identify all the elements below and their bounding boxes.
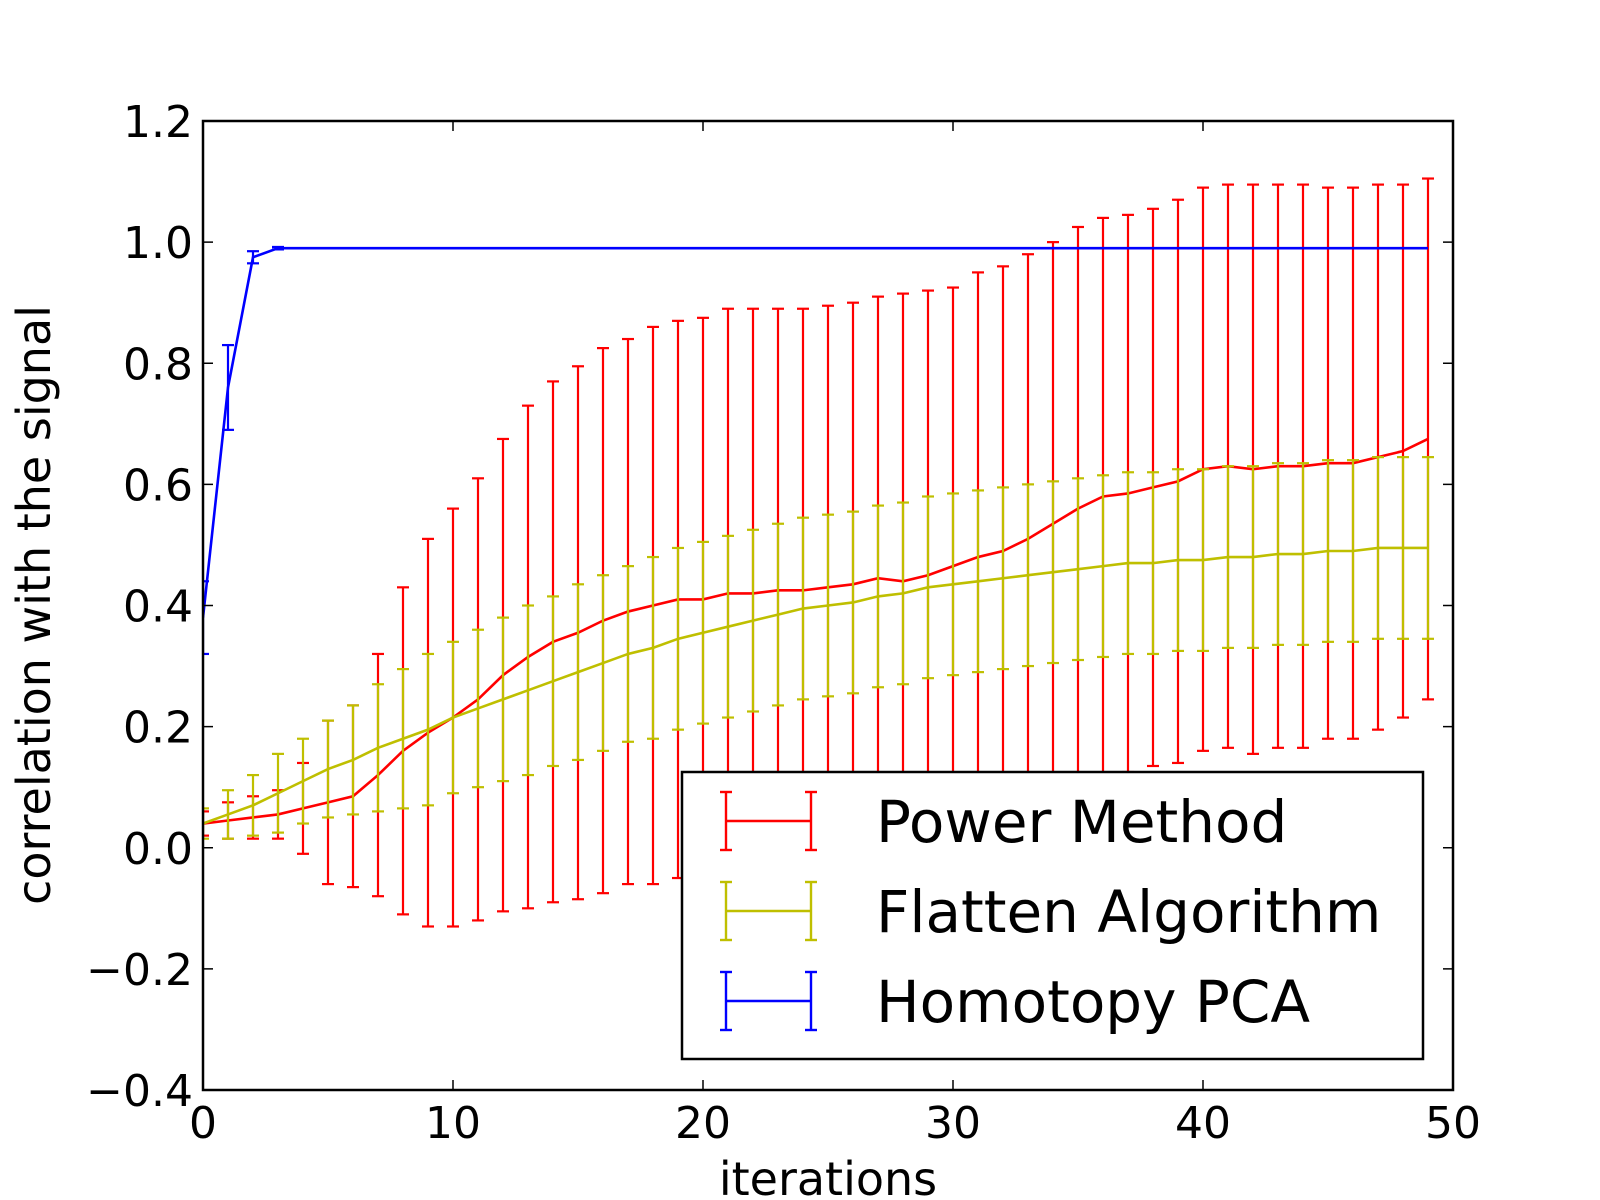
legend-label: Flatten Algorithm — [876, 878, 1381, 946]
y-tick-label: 1.0 — [123, 218, 193, 269]
x-tick-label: 20 — [675, 1098, 731, 1149]
legend-entry: Homotopy PCA — [720, 968, 1310, 1036]
x-tick-label: 0 — [189, 1098, 217, 1149]
y-tick-label: 0.0 — [123, 824, 193, 875]
legend-entry: Flatten Algorithm — [720, 878, 1381, 946]
x-tick-label: 30 — [925, 1098, 981, 1149]
series-line — [203, 437, 1429, 825]
y-tick-label: −0.2 — [86, 945, 193, 996]
y-axis-title: correlation with the signal — [7, 305, 61, 905]
x-tick-label: 50 — [1425, 1098, 1481, 1149]
series-line — [203, 246, 1428, 618]
y-tick-label: 1.2 — [123, 97, 193, 148]
y-tick-label: 0.2 — [123, 703, 193, 754]
series-layer — [203, 177, 1434, 928]
series-2 — [203, 245, 1428, 656]
ticks-layer: 0 10 20 30 40 50 −0.4 −0.2 0.0 0.2 0.4 0.6 0.8 1.0 1.2 — [86, 97, 1481, 1149]
x-tick-label: 40 — [1175, 1098, 1231, 1149]
legend-label: Power Method — [876, 788, 1287, 856]
legend-entry: Power Method — [720, 788, 1287, 856]
legend-label: Homotopy PCA — [876, 968, 1310, 1036]
y-tick-label: 0.6 — [123, 460, 193, 511]
x-tick-label: 10 — [425, 1098, 481, 1149]
y-tick-label: 0.4 — [123, 582, 193, 633]
x-axis-title: iterations — [719, 1152, 937, 1200]
legend: Power Method Flatten Algorithm Homotopy PC… — [680, 770, 1425, 1061]
y-tick-label: −0.4 — [86, 1066, 193, 1117]
y-tick-label: 0.8 — [123, 339, 193, 390]
series-line — [203, 546, 1428, 825]
series-1 — [203, 456, 1434, 840]
